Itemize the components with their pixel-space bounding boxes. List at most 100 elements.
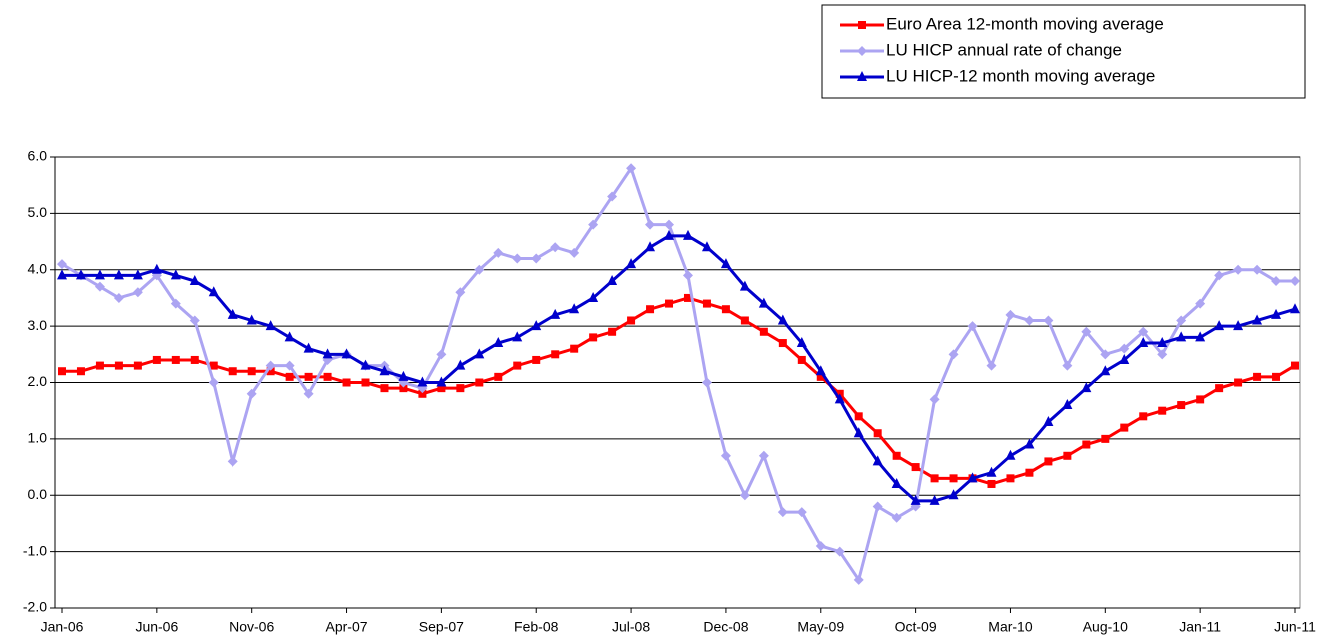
data-point bbox=[151, 263, 162, 274]
x-tick-label: Aug-10 bbox=[1083, 619, 1128, 635]
data-point bbox=[512, 331, 523, 342]
data-point bbox=[777, 507, 788, 518]
data-point bbox=[475, 378, 484, 387]
data-point bbox=[872, 501, 883, 512]
data-point bbox=[739, 280, 750, 291]
data-point bbox=[665, 299, 674, 308]
data-point bbox=[626, 163, 637, 174]
data-point bbox=[949, 474, 958, 483]
data-point bbox=[796, 337, 807, 348]
data-point bbox=[1062, 399, 1073, 410]
data-point bbox=[834, 393, 845, 404]
data-point bbox=[1081, 382, 1092, 393]
data-point bbox=[627, 316, 636, 325]
data-point bbox=[550, 242, 561, 253]
data-point bbox=[569, 303, 580, 314]
data-point bbox=[58, 367, 66, 376]
data-point bbox=[189, 315, 200, 326]
data-point bbox=[1271, 308, 1282, 319]
data-point bbox=[246, 388, 257, 399]
data-point bbox=[682, 229, 693, 240]
data-point bbox=[569, 247, 580, 258]
data-point bbox=[1119, 353, 1130, 364]
data-point bbox=[1082, 440, 1091, 449]
data-point bbox=[208, 377, 219, 388]
data-point bbox=[854, 412, 863, 421]
x-tick-label: Dec-08 bbox=[703, 619, 748, 635]
data-point bbox=[1195, 331, 1206, 342]
data-point bbox=[892, 451, 901, 460]
data-point bbox=[171, 355, 180, 364]
data-point bbox=[702, 299, 711, 308]
data-point bbox=[1138, 337, 1149, 348]
data-point bbox=[607, 275, 618, 286]
data-point bbox=[608, 327, 617, 336]
data-point bbox=[1043, 315, 1054, 326]
data-point bbox=[1290, 276, 1300, 287]
data-point bbox=[929, 394, 940, 405]
data-point bbox=[228, 367, 237, 376]
data-point bbox=[417, 376, 428, 387]
data-point bbox=[797, 355, 806, 364]
data-point bbox=[1044, 457, 1053, 466]
data-point bbox=[57, 259, 67, 270]
data-point bbox=[1176, 331, 1187, 342]
data-point bbox=[189, 275, 200, 286]
data-point bbox=[1024, 315, 1035, 326]
data-point bbox=[834, 546, 845, 557]
data-point bbox=[796, 507, 807, 518]
x-tick-label: Feb-08 bbox=[514, 619, 559, 635]
data-point bbox=[588, 219, 599, 230]
data-point bbox=[551, 350, 560, 359]
data-point bbox=[531, 320, 542, 331]
data-point bbox=[589, 333, 598, 342]
data-point bbox=[1024, 438, 1035, 449]
y-tick-label: -2.0 bbox=[23, 599, 47, 615]
data-point bbox=[342, 378, 351, 387]
data-point bbox=[645, 219, 656, 230]
y-tick-label: 3.0 bbox=[28, 317, 48, 333]
data-point bbox=[758, 297, 769, 308]
data-point bbox=[967, 472, 978, 483]
data-point bbox=[132, 287, 143, 298]
x-tick-label: Apr-07 bbox=[326, 619, 368, 635]
data-point bbox=[626, 258, 637, 269]
data-point bbox=[1006, 474, 1015, 483]
data-point bbox=[455, 359, 466, 370]
data-point bbox=[531, 253, 542, 264]
data-point bbox=[76, 367, 85, 376]
data-point bbox=[1252, 264, 1263, 275]
data-point bbox=[873, 429, 882, 438]
data-point bbox=[910, 494, 921, 505]
data-point bbox=[437, 384, 446, 393]
data-point bbox=[152, 355, 161, 364]
legend-label: Euro Area 12-month moving average bbox=[886, 14, 1164, 33]
data-point bbox=[456, 384, 465, 393]
y-tick-label: 1.0 bbox=[28, 430, 48, 446]
x-tick-label: Oct-09 bbox=[895, 619, 937, 635]
data-point bbox=[398, 370, 409, 381]
data-point bbox=[664, 229, 675, 240]
data-point bbox=[1025, 468, 1034, 477]
data-point bbox=[1290, 303, 1300, 314]
data-point bbox=[360, 359, 371, 370]
data-point bbox=[114, 361, 123, 370]
data-point bbox=[1101, 434, 1110, 443]
x-tick-label: Jan-11 bbox=[1179, 619, 1221, 635]
y-tick-label: -1.0 bbox=[23, 542, 47, 558]
data-point bbox=[721, 305, 730, 314]
data-point bbox=[1233, 264, 1244, 275]
data-point bbox=[493, 337, 504, 348]
data-point bbox=[987, 479, 996, 488]
data-point bbox=[133, 361, 142, 370]
data-point bbox=[682, 270, 693, 281]
data-point bbox=[227, 308, 238, 319]
data-point bbox=[815, 365, 826, 376]
data-point bbox=[1214, 320, 1225, 331]
data-point bbox=[1234, 378, 1243, 387]
data-point bbox=[265, 360, 276, 371]
series-line bbox=[62, 234, 1296, 503]
y-tick-label: 6.0 bbox=[28, 148, 48, 164]
data-point bbox=[930, 474, 939, 483]
